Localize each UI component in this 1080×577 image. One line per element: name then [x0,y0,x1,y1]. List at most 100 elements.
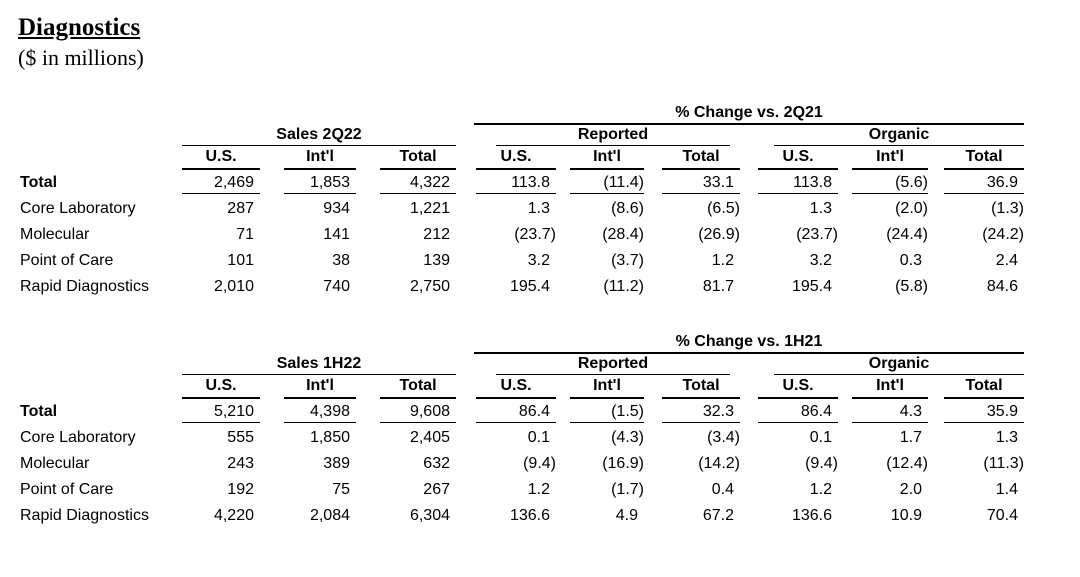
table-cell: 0.3 [899,252,922,269]
table-cell: (2.0) [895,200,928,217]
column-header: Int'l [876,148,904,165]
column-header: Total [682,377,720,394]
table-cell: 9,608 [409,403,450,420]
row-label: Point of Care [20,481,114,498]
table-cell: 139 [423,252,450,269]
table-cell: 389 [323,455,350,472]
divider [474,123,1024,125]
table-cell: 195.4 [509,278,550,295]
row-label: Rapid Diagnostics [20,507,149,524]
table-cell: 35.9 [986,403,1018,420]
table-cell: 740 [323,278,350,295]
divider [182,422,260,423]
column-header: Int'l [593,148,621,165]
sales-table-2q22: % Change vs. 2Q21 Sales 2Q22 Reported Or… [0,100,1080,320]
table-cell: 192 [227,481,254,498]
divider [944,422,1024,423]
divider [758,193,838,194]
divider [284,168,356,170]
table-cell: 1.3 [527,200,550,217]
table-cell: 36.9 [986,174,1018,191]
table-cell: 267 [423,481,450,498]
divider [476,168,556,170]
column-header: Total [965,148,1003,165]
divider [774,374,1024,375]
divider [476,422,556,423]
table-cell: 555 [227,429,254,446]
row-label: Core Laboratory [20,429,136,446]
divider [476,397,556,399]
table-cell: (16.9) [602,455,644,472]
table-cell: 1,850 [309,429,350,446]
divider [944,397,1024,399]
table-cell: (24.2) [982,226,1024,243]
table-cell: (9.4) [805,455,838,472]
table-cell: 2,084 [309,507,350,524]
table-cell: 67.2 [702,507,734,524]
table-cell: 632 [423,455,450,472]
table-cell: 4,220 [213,507,254,524]
table-cell: 1.3 [809,200,832,217]
divider [182,397,260,399]
divider [662,422,740,423]
table-cell: 4,322 [409,174,450,191]
divider [758,168,838,170]
divider [570,422,644,423]
table-cell: 1.7 [899,429,922,446]
table-cell: 2,469 [213,174,254,191]
row-label: Molecular [20,226,90,243]
divider [182,374,456,375]
table-cell: 86.4 [800,403,832,420]
table-cell: (28.4) [602,226,644,243]
divider [182,145,456,146]
column-header: U.S. [205,377,237,394]
table-cell: (11.4) [603,174,644,191]
table-cell: (11.2) [603,278,644,295]
table-cell: 5,210 [213,403,254,420]
row-label: Rapid Diagnostics [20,278,149,295]
column-header: Total [399,377,437,394]
table-cell: 1,221 [409,200,450,217]
table-cell: 10.9 [890,507,922,524]
organic-header: Organic [868,126,930,143]
divider [662,397,740,399]
pct-change-header: % Change vs. 2Q21 [675,104,823,121]
rows-container: Total 5,210 4,398 9,608 86.4 (1.5) 32.3 86.4 4.3… [0,329,1080,549]
table-cell: 38 [332,252,350,269]
column-header: Total [965,377,1003,394]
table-cell: 0.4 [711,481,734,498]
table-cell: 3.2 [527,252,550,269]
row-label: Core Laboratory [20,200,136,217]
table-cell: (1.3) [991,200,1024,217]
sales-header: Sales 2Q22 [276,126,362,143]
table-cell: 84.6 [986,278,1018,295]
divider [852,397,928,399]
table-cell: 2,750 [409,278,450,295]
divider [570,193,644,194]
divider [284,193,356,194]
row-label: Total [20,403,58,420]
organic-header: Organic [868,355,930,372]
table-cell: 6,304 [409,507,450,524]
divider [380,422,456,423]
table-cell: 33.1 [702,174,734,191]
row-label: Total [20,174,58,191]
table-cell: 86.4 [518,403,550,420]
table-cell: (5.6) [895,174,928,191]
table-cell: (1.7) [611,481,644,498]
table-cell: 2.4 [995,252,1018,269]
divider [496,145,730,146]
divider [496,374,730,375]
page-subtitle: ($ in millions) [18,45,144,70]
table-cell: (6.5) [707,200,740,217]
column-header: U.S. [500,148,532,165]
divider [758,397,838,399]
table-cell: 4,398 [309,403,350,420]
column-header: U.S. [500,377,532,394]
table-cell: (3.7) [611,252,644,269]
table-cell: 32.3 [702,403,734,420]
table-cell: 141 [323,226,350,243]
table-cell: (23.7) [514,226,556,243]
row-label: Point of Care [20,252,114,269]
divider [852,193,928,194]
